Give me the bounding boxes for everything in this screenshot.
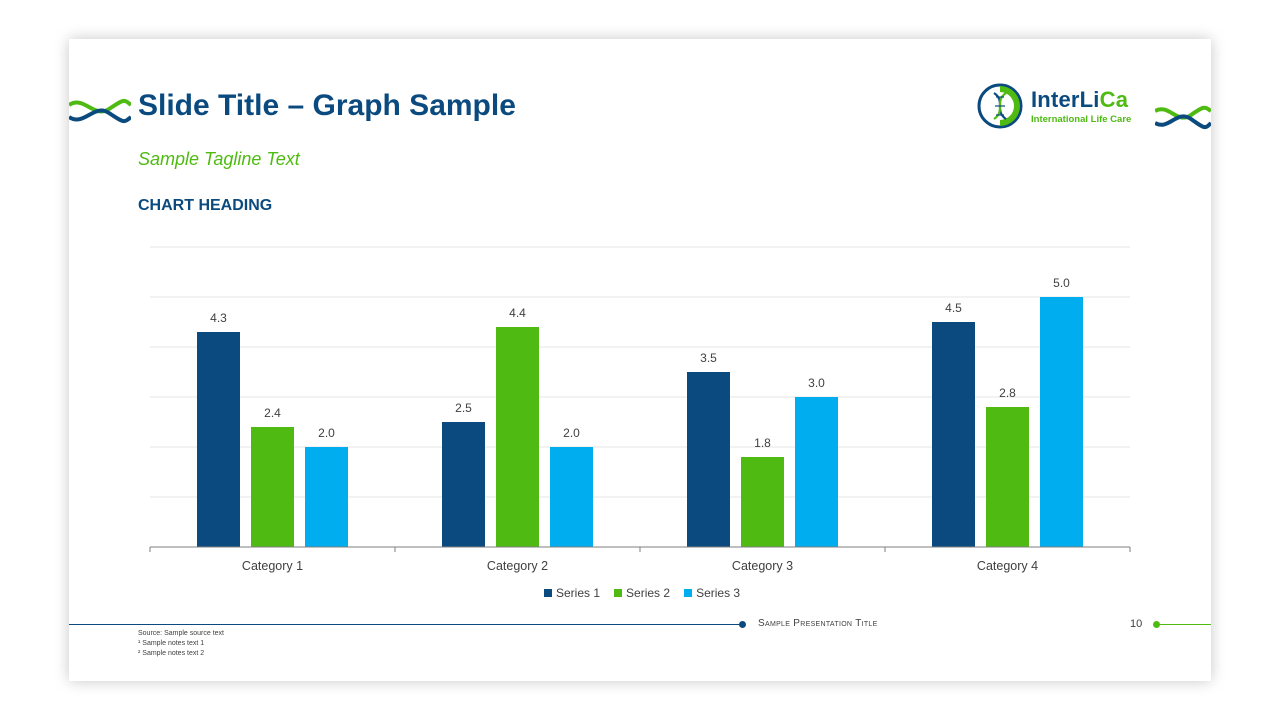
footer-dot-left bbox=[739, 621, 746, 628]
slide: Slide Title – Graph Sample Sample Taglin… bbox=[69, 39, 1211, 681]
data-label: 1.8 bbox=[754, 436, 771, 450]
data-labels: 4.3 2.4 2.0 2.5 4.4 2.0 3.5 1.8 3.0 4.5 2.8 5.0 bbox=[210, 276, 1070, 450]
wave-decoration-left-icon bbox=[69, 98, 131, 124]
data-label: 4.3 bbox=[210, 311, 227, 325]
bar-series-1-category-2 bbox=[442, 422, 485, 547]
bar-series-1-category-3 bbox=[687, 372, 730, 547]
legend-swatch bbox=[684, 589, 693, 597]
data-label: 3.0 bbox=[808, 376, 825, 390]
company-logo: InterLiCa International Life Care bbox=[977, 83, 1147, 131]
logo-name-part1: InterLi bbox=[1031, 87, 1100, 112]
legend-item: Series 3 bbox=[684, 586, 740, 600]
wave-decoration-right-icon bbox=[1155, 105, 1211, 130]
bar-series-1-category-1 bbox=[197, 332, 240, 547]
source-note: Source: Sample source text bbox=[138, 630, 224, 637]
bar-series-2-category-4 bbox=[986, 407, 1029, 547]
category-tick-label: Category 2 bbox=[487, 559, 548, 573]
bar-series-2-category-2 bbox=[496, 327, 539, 547]
bar-chart: 4.3 2.4 2.0 2.5 4.4 2.0 3.5 1.8 3.0 4.5 2.8 5.0 Cat… bbox=[149, 246, 1131, 573]
legend-item: Series 2 bbox=[614, 586, 670, 600]
bar-series-3-category-4 bbox=[1040, 297, 1083, 547]
bar-series-3-category-3 bbox=[795, 397, 838, 547]
data-label: 4.5 bbox=[945, 301, 962, 315]
footer-notes: Source: Sample source text ¹ Sample note… bbox=[138, 629, 224, 659]
data-label: 2.4 bbox=[264, 406, 281, 420]
data-label: 2.0 bbox=[318, 426, 335, 440]
data-label: 4.4 bbox=[509, 306, 526, 320]
note-2: ² Sample notes text 2 bbox=[138, 650, 205, 657]
bar-series-2-category-3 bbox=[741, 457, 784, 547]
legend-label: Series 1 bbox=[556, 586, 601, 600]
logo-wordmark: InterLiCa bbox=[1031, 87, 1128, 113]
category-tick-label: Category 1 bbox=[242, 559, 303, 573]
bars bbox=[197, 297, 1083, 547]
chart-heading: CHART HEADING bbox=[138, 197, 273, 214]
bar-series-3-category-1 bbox=[305, 447, 348, 547]
data-label: 5.0 bbox=[1053, 276, 1070, 290]
chart-legend: Series 1 Series 2 Series 3 bbox=[544, 586, 740, 600]
x-axis: Category 1 Category 2 Category 3 Category 4 bbox=[149, 546, 1131, 573]
logo-name-part2: Ca bbox=[1099, 87, 1129, 112]
legend-item: Series 1 bbox=[544, 586, 600, 600]
category-tick-label: Category 4 bbox=[977, 559, 1038, 573]
footer-presentation-title: Sample Presentation Title bbox=[758, 618, 878, 629]
logo-subtitle: International Life Care bbox=[1031, 114, 1132, 125]
legend-swatch bbox=[544, 589, 552, 597]
slide-tagline: Sample Tagline Text bbox=[138, 149, 300, 169]
category-tick-label: Category 3 bbox=[732, 559, 793, 573]
grid-lines bbox=[150, 246, 1130, 498]
page-number: 10 bbox=[1130, 618, 1143, 630]
dna-logo-icon bbox=[977, 83, 1023, 129]
bar-series-1-category-4 bbox=[932, 322, 975, 547]
bar-series-2-category-1 bbox=[251, 427, 294, 547]
data-label: 2.8 bbox=[999, 386, 1016, 400]
slide-title: Slide Title – Graph Sample bbox=[138, 89, 516, 122]
bar-series-3-category-2 bbox=[550, 447, 593, 547]
legend-label: Series 3 bbox=[696, 586, 741, 600]
data-label: 2.5 bbox=[455, 401, 472, 415]
note-1: ¹ Sample notes text 1 bbox=[138, 640, 205, 647]
data-label: 2.0 bbox=[563, 426, 580, 440]
legend-label: Series 2 bbox=[626, 586, 671, 600]
data-label: 3.5 bbox=[700, 351, 717, 365]
footer-dot-right bbox=[1153, 621, 1160, 628]
footer-line-left bbox=[69, 624, 741, 625]
legend-swatch bbox=[614, 589, 623, 597]
footer-line-right bbox=[1159, 624, 1211, 625]
